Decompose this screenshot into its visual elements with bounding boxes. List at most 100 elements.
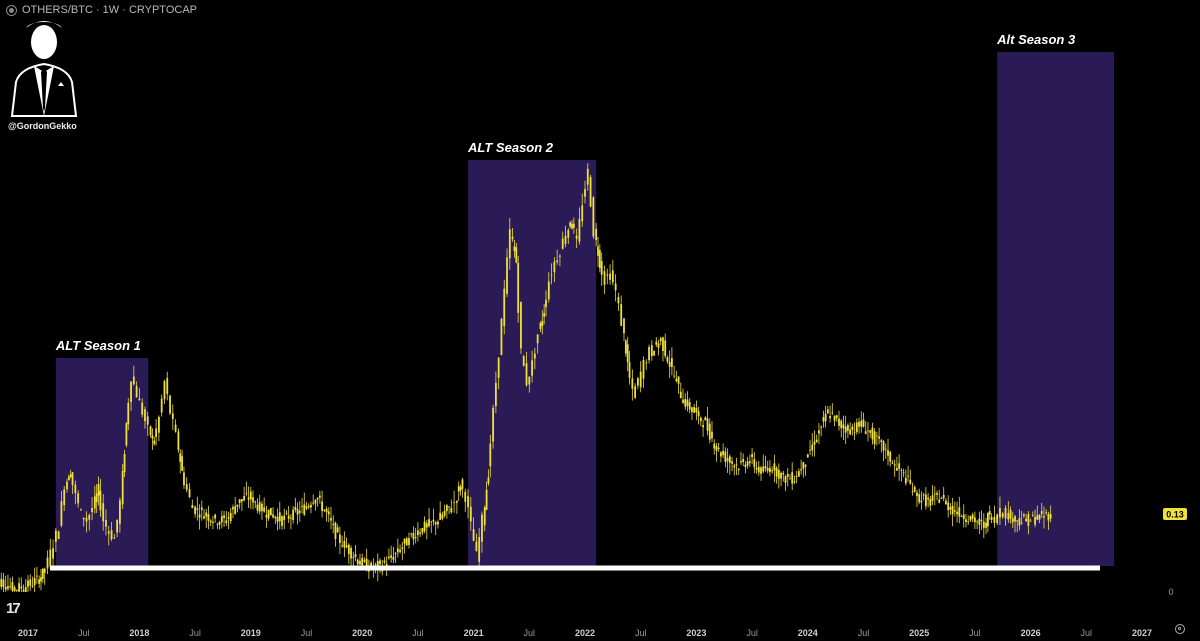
candle-body [95,493,98,503]
candle-body [773,463,776,471]
candle-body [238,499,241,503]
candle-body [1040,511,1043,514]
candle-body [38,579,41,584]
candle-body [595,228,598,241]
candle-body [339,534,341,544]
symbol-icon[interactable] [6,4,17,16]
candle-body [586,168,589,185]
candle-body [287,515,290,519]
candle-body [677,376,680,384]
candle-body [110,530,113,540]
candle-body [194,506,196,515]
candle-body [584,189,586,197]
candle-body [370,562,373,568]
candle-body [141,402,144,415]
candle-body [261,503,263,512]
candle-body [556,260,559,262]
candle-body [347,544,350,555]
settings-gear-icon[interactable] [1175,624,1185,634]
candle-body [334,522,337,540]
symbol-title: OTHERS/BTC · 1W · CRYPTOCAP [22,4,198,16]
candle-body [401,547,404,549]
candle-body [662,337,664,352]
candle-body [873,431,876,445]
candle-body [327,511,330,515]
candle-body [254,501,257,503]
candle-body [755,467,758,470]
candle-body [113,537,116,539]
candle-body [343,541,346,548]
candle-body [782,472,785,475]
candle-body [227,517,230,519]
candle-body [742,459,745,462]
candle-body [691,407,693,413]
candle-body [390,555,393,558]
candle-body [66,481,68,490]
candle-body [361,557,364,566]
candle-body [802,462,805,469]
candle-body [847,425,849,431]
candle-body [0,578,3,587]
candle-body [575,235,578,239]
candle-body [740,461,742,463]
candle-body [200,507,203,510]
candle-body [664,340,667,357]
candle-body [421,528,424,533]
candle-body [443,510,446,516]
candle-body [659,338,662,342]
candle-body [631,378,634,389]
candle-body [472,529,475,541]
candle-body [40,577,42,582]
candle-body [793,481,796,483]
candle-body [461,479,464,489]
candle-body [786,473,789,477]
candle-body [541,320,544,326]
candle-body [485,489,488,510]
candle-body [7,586,9,589]
candle-body [467,496,469,508]
candle-body [520,302,522,349]
season-label-2: ALT Season 2 [467,140,554,155]
candle-body [489,443,492,467]
candle-body [330,517,332,521]
candle-body [838,418,840,426]
candle-body [138,398,141,401]
candle-body [29,579,32,586]
candle-body [543,313,546,317]
candle-body [760,467,762,474]
candle-body [515,247,518,263]
candle-body [884,448,887,450]
candle-body [283,515,286,520]
candle-body [325,508,328,513]
candle-body [878,436,880,439]
candle-body [166,378,169,395]
candle-body [967,521,970,523]
candle-body [363,559,366,562]
candle-body [63,489,66,506]
candle-body [933,493,936,495]
candle-body [285,512,288,514]
candle-body [394,553,397,554]
candle-body [1031,514,1034,516]
x-tick-label: 2023 [686,628,706,638]
candle-body [67,476,70,481]
candle-body [956,511,958,515]
candle-body [891,462,894,464]
candle-body [102,503,105,522]
candle-body [174,424,177,432]
candle-body [419,532,422,534]
candle-body [503,288,506,326]
candle-body [840,420,843,429]
candle-body [628,362,631,379]
candle-body [316,498,319,500]
candle-body [71,472,74,486]
candle-body [679,391,682,398]
candle-body [1009,509,1012,519]
candle-body [525,363,528,386]
candle-body [711,431,713,439]
candle-body [657,343,660,348]
x-tick-label: 2020 [352,628,372,638]
candle-body [896,468,898,471]
candle-body [624,340,627,354]
